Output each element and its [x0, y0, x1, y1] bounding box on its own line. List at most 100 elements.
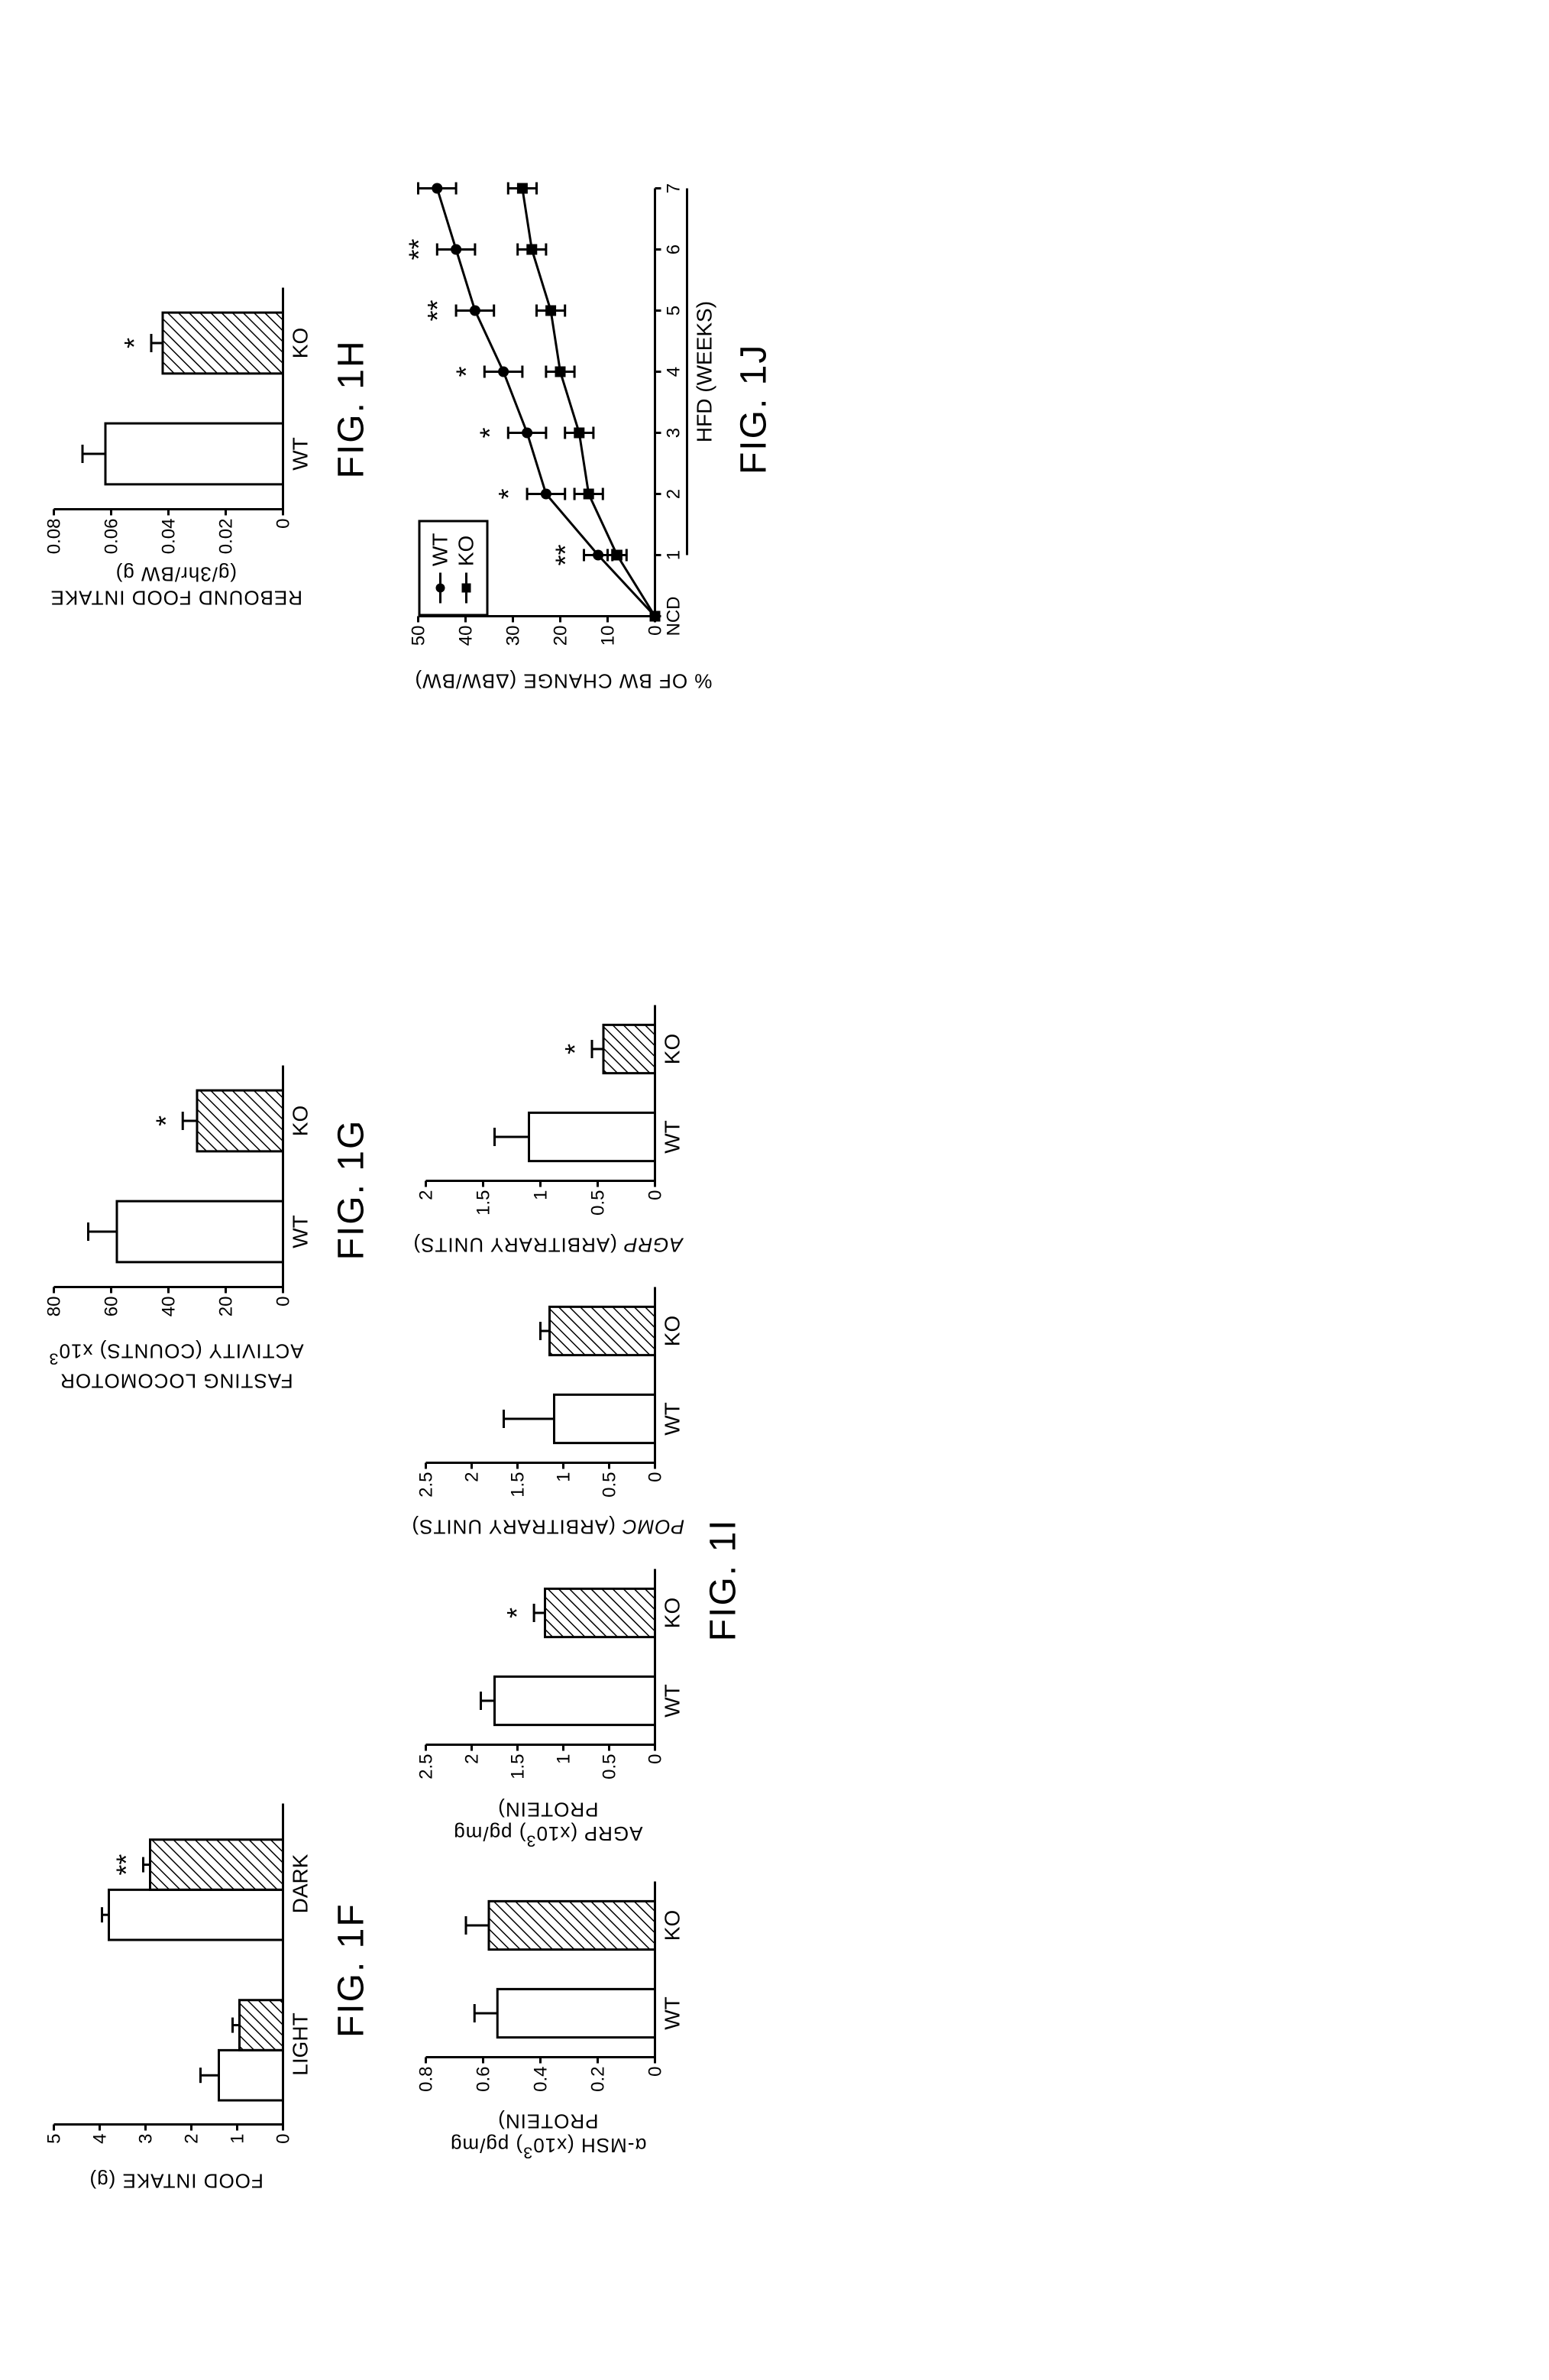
svg-text:1.5: 1.5 — [508, 1472, 529, 1498]
svg-text:**: ** — [403, 239, 435, 261]
svg-text:0.8: 0.8 — [416, 2066, 437, 2091]
label-1i: FIG. 1I — [703, 1518, 745, 1641]
legend-item-ko: KO — [454, 533, 479, 604]
svg-text:0.6: 0.6 — [474, 2066, 494, 2091]
svg-text:30: 30 — [503, 626, 524, 646]
svg-text:1: 1 — [228, 2133, 248, 2143]
svg-text:5: 5 — [44, 2133, 65, 2143]
svg-text:1: 1 — [554, 1754, 574, 1764]
svg-text:10: 10 — [598, 626, 619, 646]
svg-text:1.5: 1.5 — [474, 1190, 494, 1216]
svg-text:HFD (WEEKS): HFD (WEEKS) — [693, 301, 716, 442]
svg-text:KO: KO — [661, 1316, 684, 1346]
legend-item-wt: WT — [428, 533, 453, 604]
svg-text:1: 1 — [531, 1190, 551, 1200]
svg-text:50: 50 — [409, 626, 429, 646]
panel-1i: α-MSH (x103) pg/mg PROTEIN) 00.20.40.60.… — [403, 811, 775, 2349]
panel-1f: FOOD INTAKE (g) 0 1 2 3 4 5 LIGHT DARK ** FIG. 1… — [31, 1592, 373, 2349]
svg-text:0.08: 0.08 — [44, 519, 65, 555]
svg-text:*: * — [450, 367, 481, 377]
svg-text:2: 2 — [462, 1472, 483, 1482]
chart-1i-d: 0 0.5 1 1.5 2 WT KO * — [403, 998, 694, 1227]
svg-text:WT: WT — [289, 1216, 312, 1249]
svg-text:0: 0 — [273, 519, 294, 529]
svg-text:0: 0 — [273, 1297, 294, 1307]
svg-text:3: 3 — [136, 2133, 157, 2143]
svg-text:60: 60 — [102, 1297, 122, 1317]
svg-text:6: 6 — [664, 244, 684, 254]
ylabel-1f: FOOD INTAKE (g) — [89, 2168, 263, 2192]
svg-text:**: ** — [111, 1854, 142, 1875]
svg-text:0.2: 0.2 — [588, 2066, 609, 2091]
figure-grid: FOOD INTAKE (g) 012345LIGHTDARK** FIG. 1… — [31, 31, 806, 2349]
svg-text:2: 2 — [664, 489, 684, 499]
svg-text:**: ** — [550, 545, 581, 566]
svg-text:80: 80 — [44, 1297, 65, 1317]
svg-text:0.5: 0.5 — [600, 1754, 620, 1779]
svg-text:*: * — [493, 489, 524, 500]
ylabel-1i-d: AGRP (ARBITRARY UNITS) — [413, 1233, 683, 1257]
ylabel-1h: REBOUND FOOD INTAKE (g/3hr/BW g) — [50, 562, 302, 609]
panel-1i-b: AGRP (x103) pg/mg PROTEIN) 0 0.5 1 1.5 2 2.5 W… — [403, 1562, 694, 1851]
svg-text:2: 2 — [462, 1754, 483, 1764]
svg-text:1.5: 1.5 — [508, 1754, 529, 1779]
svg-text:0.5: 0.5 — [588, 1190, 609, 1216]
svg-text:0: 0 — [645, 1472, 666, 1482]
svg-text:WT: WT — [289, 438, 312, 471]
svg-text:4: 4 — [90, 2133, 111, 2143]
svg-text:0: 0 — [645, 1190, 666, 1200]
svg-text:WT: WT — [661, 1120, 684, 1154]
chart-1f: 0 1 2 3 4 5 LIGHT DARK ** — [31, 1796, 322, 2162]
svg-text:KO: KO — [289, 1106, 312, 1136]
svg-text:2: 2 — [182, 2133, 202, 2143]
panel-1i-c: POMC (ARBITRARY UNITS) 00.511.522.5WTKO — [403, 1280, 694, 1539]
svg-text:LIGHT: LIGHT — [289, 2012, 312, 2075]
label-1j: FIG. 1J — [733, 344, 775, 474]
panel-1h: REBOUND FOOD INTAKE (g/3hr/BW g) 0 0.02 0.… — [31, 31, 373, 788]
ylabel-1g: FASTING LOCOMOTOR ACTIVITY (COUNTS) x103 — [48, 1339, 303, 1393]
svg-text:0.4: 0.4 — [531, 2066, 551, 2091]
svg-text:DARK: DARK — [289, 1854, 312, 1913]
svg-text:KO: KO — [661, 1909, 684, 1940]
svg-text:0.06: 0.06 — [102, 519, 122, 555]
label-1g: FIG. 1G — [331, 1119, 373, 1261]
svg-text:KO: KO — [289, 328, 312, 358]
svg-text:WT: WT — [661, 1685, 684, 1718]
svg-text:0: 0 — [645, 1754, 666, 1764]
svg-text:0.02: 0.02 — [216, 519, 237, 555]
chart-1g: 020406080WTKO* — [31, 1058, 322, 1333]
svg-text:0.5: 0.5 — [600, 1472, 620, 1498]
svg-text:WT: WT — [661, 1996, 684, 2030]
svg-text:2.5: 2.5 — [416, 1754, 437, 1779]
ylabel-1j: % OF BW CHANGE (ΔBW/BW) — [415, 669, 713, 692]
svg-text:*: * — [559, 1044, 590, 1054]
svg-text:1: 1 — [664, 550, 684, 560]
svg-text:0: 0 — [273, 2133, 294, 2143]
svg-text:20: 20 — [216, 1297, 237, 1317]
chart-1h: 0 0.02 0.04 0.06 0.08 WT KO * — [31, 280, 322, 555]
svg-text:2.5: 2.5 — [416, 1472, 437, 1498]
svg-text:*: * — [150, 1116, 181, 1126]
chart-1i-c: 0 0.5 1 1.5 2 2.5 WT KO — [403, 1280, 694, 1509]
svg-text:*: * — [118, 338, 150, 348]
svg-text:20: 20 — [551, 626, 571, 646]
svg-text:7: 7 — [664, 183, 684, 193]
svg-text:**: ** — [403, 178, 416, 199]
svg-text:KO: KO — [661, 1034, 684, 1064]
svg-text:*: * — [501, 1608, 532, 1618]
panel-1j: % OF BW CHANGE (ΔBW/BW) 01020304050NCD12… — [403, 31, 775, 788]
svg-text:0.04: 0.04 — [159, 519, 179, 555]
svg-text:40: 40 — [456, 626, 477, 646]
svg-text:WT: WT — [661, 1403, 684, 1436]
ylabel-1i-b: AGRP (x103) pg/mg PROTEIN) — [403, 1797, 694, 1851]
svg-text:0: 0 — [645, 626, 666, 636]
label-1f: FIG. 1F — [331, 1902, 373, 2038]
svg-text:4: 4 — [664, 367, 684, 377]
svg-text:3: 3 — [664, 428, 684, 438]
svg-text:1: 1 — [554, 1472, 574, 1482]
chart-1i-a: 00.20.40.60.8WTKO — [403, 1873, 694, 2103]
svg-text:**: ** — [422, 300, 453, 322]
chart-1i-b: 0 0.5 1 1.5 2 2.5 WT KO * — [403, 1562, 694, 1791]
svg-text:KO: KO — [661, 1598, 684, 1628]
svg-text:2: 2 — [416, 1190, 437, 1200]
